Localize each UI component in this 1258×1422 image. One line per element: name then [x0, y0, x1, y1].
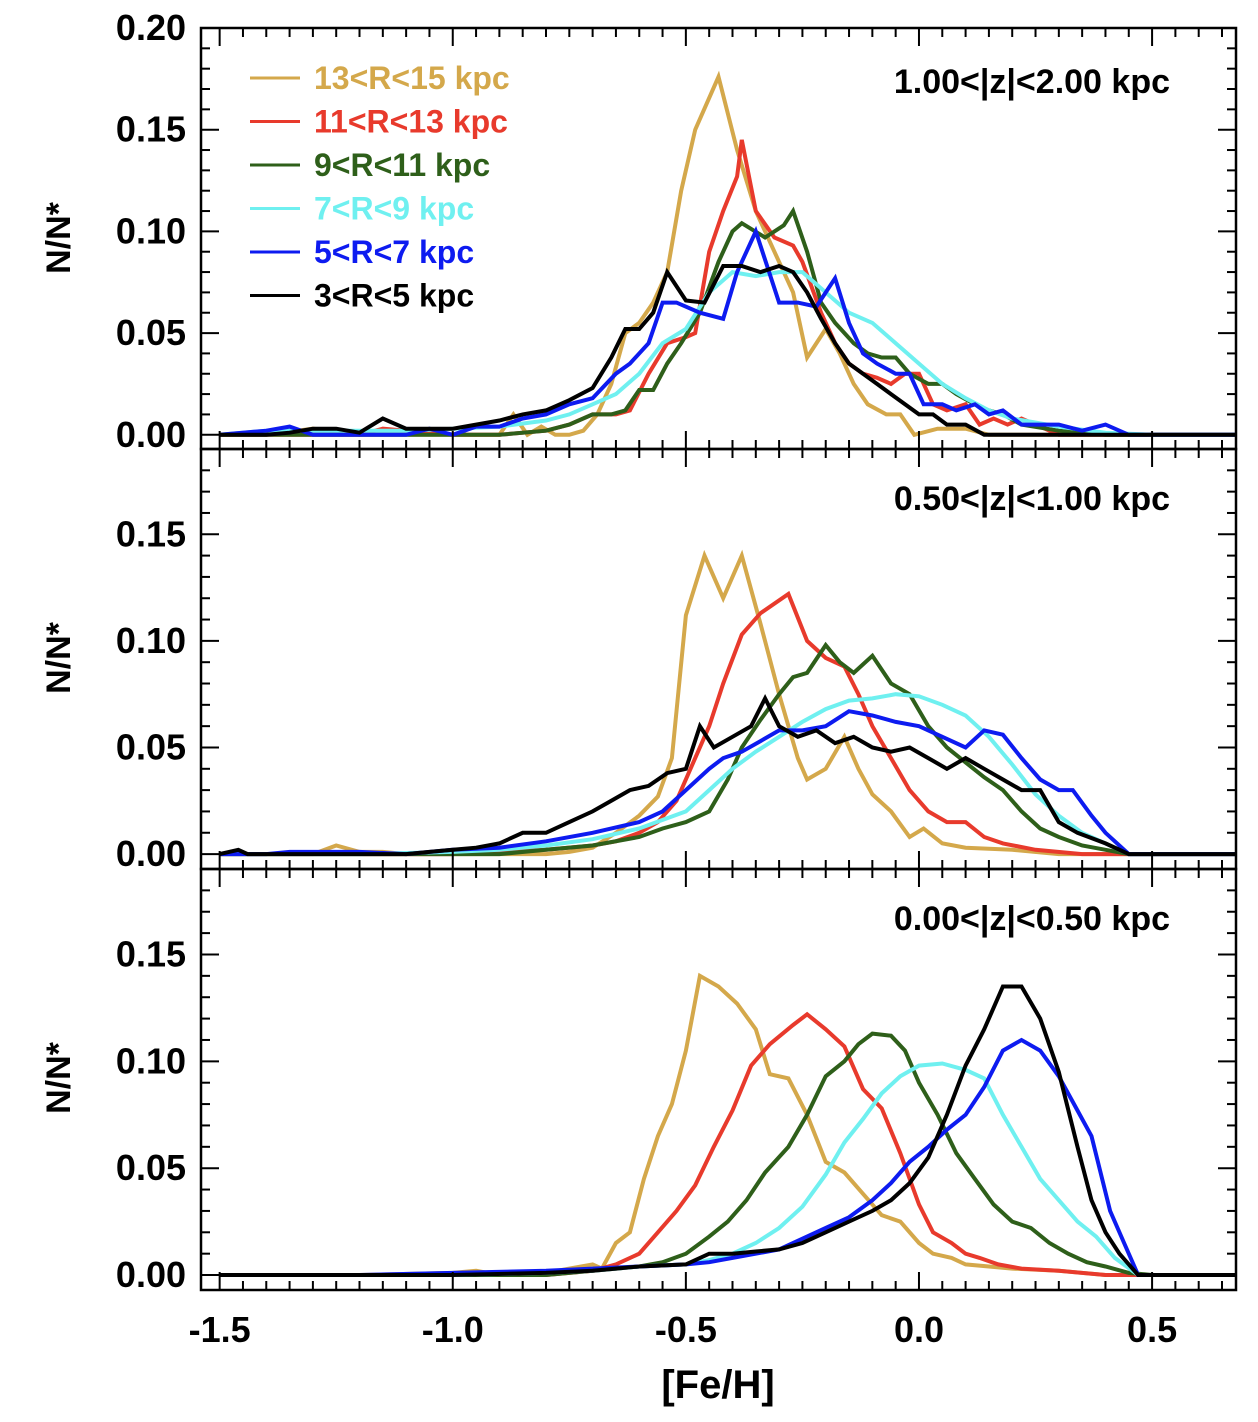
y-tick-label: 0.10 — [116, 1040, 186, 1081]
panel-middle-plot: 0.00 0.05 0.10 0.15 — [116, 447, 1238, 874]
panel-bottom-series-5 — [219, 1037, 1236, 1277]
y-tick-label: 0.15 — [116, 513, 186, 554]
panel-top-series-lines — [219, 70, 1236, 438]
panel-middle-series-3 — [219, 641, 1236, 857]
y-tick-label: 0.15 — [116, 933, 186, 974]
y-tick-label: 0.05 — [116, 1147, 186, 1188]
panel-bottom-axes-frame — [199, 867, 1238, 1292]
x-tick-label: 0.0 — [894, 1309, 944, 1350]
panel-top: 1.00<|z|<2.00 kpc N/N* 0.000.050.100.150… — [40, 7, 1238, 455]
panel-middle-series-1 — [219, 549, 1236, 857]
y-tick-label: 0.10 — [116, 210, 186, 251]
panel-bottom-series-lines — [219, 972, 1236, 1278]
x-tick-label: -0.5 — [655, 1309, 717, 1350]
panel-top-series-5 — [219, 225, 1236, 437]
y-tick-label: 0.05 — [116, 726, 186, 767]
y-tick-label: 0.15 — [116, 109, 186, 150]
x-tick-label: -1.0 — [422, 1309, 484, 1350]
legend-label: 11<R<13 kpc — [314, 104, 508, 140]
panel-middle-series-6 — [219, 693, 1236, 857]
panel-middle: 0.50<|z|<1.00 kpc N/N* 0.00 0.05 0.10 0.15 — [40, 447, 1238, 874]
y-tick-label: 0.00 — [116, 833, 186, 874]
panel-top-series-6 — [219, 263, 1236, 437]
panel-middle-series-2 — [219, 590, 1236, 857]
panel-middle-ylabel: N/N* — [40, 621, 78, 694]
panel-top-plot: 0.00 0.05 0.10 0.15 0.20 — [116, 7, 1238, 455]
panel-bottom-plot: 0.00 0.05 0.10 0.15 — [116, 867, 1238, 1295]
panel-bottom-series-6 — [219, 984, 1236, 1277]
y-tick-label: 0.10 — [116, 620, 186, 661]
x-tick-labels: -1.5 -1.0 -0.5 0.0 0.5 — [189, 1309, 1177, 1350]
x-axis-label: [Fe/H] — [661, 1363, 774, 1407]
y-tick-label: 0.05 — [116, 312, 186, 353]
legend-label: 7<R<9 kpc — [314, 191, 474, 227]
panel-middle-series-4 — [219, 692, 1236, 857]
y-tick-label: 0.00 — [116, 414, 186, 455]
panel-bottom-series-2 — [219, 1011, 1236, 1277]
panel-top-title: 1.00<|z|<2.00 kpc — [894, 63, 1170, 101]
panel-bottom: 0.00<|z|<0.50 kpc N/N* 0.00 0.05 0.10 0.15 — [40, 867, 1238, 1295]
panel-bottom-ylabel: N/N* — [40, 1041, 78, 1114]
x-tick-label: -1.5 — [189, 1309, 251, 1350]
x-tick-label: 0.5 — [1127, 1309, 1177, 1350]
y-tick-label: 0.00 — [116, 1254, 186, 1295]
legend-label: 3<R<5 kpc — [314, 278, 474, 314]
legend: 13<R<15 kpc 11<R<13 kpc 9<R<11 kpc 7<R<9 kp… — [250, 60, 510, 314]
panel-bottom-series-3 — [219, 1031, 1236, 1277]
panel-bottom-title: 0.00<|z|<0.50 kpc — [894, 900, 1170, 938]
y-tick-label: 0.20 — [116, 7, 186, 48]
legend-label: 9<R<11 kpc — [314, 147, 490, 183]
legend-label: 5<R<7 kpc — [314, 234, 474, 270]
panel-top-ylabel: N/N* — [40, 201, 78, 274]
panel-middle-title: 0.50<|z|<1.00 kpc — [894, 480, 1170, 518]
panel-middle-series-lines — [219, 549, 1236, 857]
legend-label: 13<R<15 kpc — [314, 60, 510, 96]
